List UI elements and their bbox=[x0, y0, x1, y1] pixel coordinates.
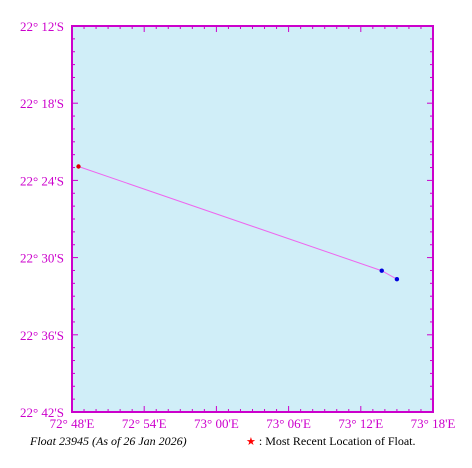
lon-tick-label: 73° 18'E bbox=[411, 416, 456, 431]
lat-tick-label: 22° 18'S bbox=[20, 96, 64, 111]
legend-text: : Most Recent Location of Float. bbox=[258, 434, 416, 448]
legend: ★: Most Recent Location of Float. bbox=[246, 434, 416, 449]
lon-tick-label: 73° 00'E bbox=[194, 416, 239, 431]
lat-tick-label: 22° 36'S bbox=[20, 328, 64, 343]
lat-tick-label: 22° 30'S bbox=[20, 251, 64, 266]
map-frame bbox=[71, 25, 434, 413]
float-location-point bbox=[379, 268, 384, 273]
lon-tick-label: 73° 12'E bbox=[338, 416, 383, 431]
lat-tick-label: 22° 24'S bbox=[20, 173, 64, 188]
lon-tick-label: 73° 06'E bbox=[266, 416, 311, 431]
float-location-point bbox=[394, 277, 400, 282]
float-caption: Float 23945 (As of 26 Jan 2026) bbox=[30, 434, 187, 448]
axis-labels: 72° 48'E 72° 54'E 73° 00'E 73° 06'E 73° 12'E… bbox=[20, 19, 455, 431]
ocean-area bbox=[72, 26, 433, 412]
float-track bbox=[76, 164, 400, 282]
lon-tick-label: 72° 48'E bbox=[50, 416, 95, 431]
lat-tick-label: 22° 12'S bbox=[20, 19, 64, 34]
recent-location-star-icon: ★ bbox=[246, 436, 256, 448]
most-recent-location-point bbox=[76, 164, 81, 169]
lon-tick-label: 72° 54'E bbox=[122, 416, 167, 431]
lat-tick-label: 22° 42'S bbox=[20, 405, 64, 420]
